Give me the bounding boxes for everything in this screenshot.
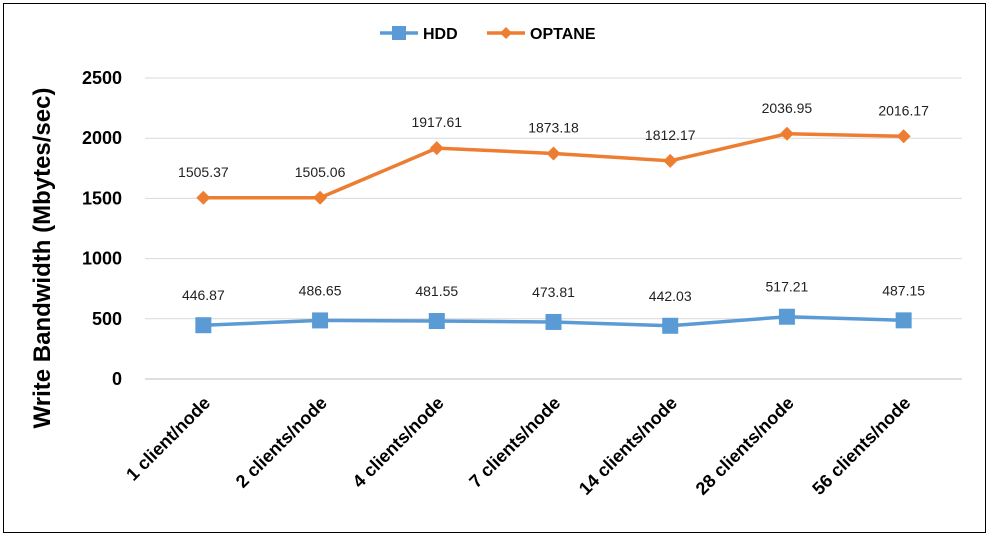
- y-tick-label: 1500: [82, 188, 122, 208]
- legend-item-optane: OPTANE: [487, 26, 596, 43]
- data-point-hdd: [312, 312, 329, 329]
- data-label-hdd: 442.03: [649, 288, 692, 304]
- x-tick-label: 1 client/node: [122, 393, 214, 485]
- data-label-optane: 1505.06: [295, 164, 346, 180]
- legend-label: HDD: [423, 26, 458, 43]
- data-labels: 446.87 486.65 481.55 473.81 442.03 517.21 487.…: [178, 100, 929, 304]
- y-axis-ticks: 0 500 1000 1500 2000 2500: [82, 68, 122, 389]
- data-point-hdd: [545, 313, 562, 330]
- legend-marker-diamond: [500, 27, 512, 39]
- data-point-hdd: [662, 317, 679, 334]
- data-label-optane: 1812.17: [645, 127, 696, 143]
- data-point-hdd: [428, 313, 445, 330]
- data-label-hdd: 486.65: [299, 282, 342, 298]
- data-label-hdd: 481.55: [415, 283, 458, 299]
- data-point-optane: [896, 129, 911, 144]
- data-point-optane: [313, 190, 328, 205]
- data-point-hdd: [778, 308, 795, 325]
- y-tick-label: 0: [112, 369, 122, 389]
- legend-item-hdd: HDD: [380, 26, 458, 43]
- x-tick-label: 56 clients/node: [808, 393, 914, 499]
- x-tick-label: 28 clients/node: [692, 393, 798, 499]
- data-label-optane: 1873.18: [528, 119, 579, 135]
- data-point-optane: [663, 153, 678, 168]
- x-tick-label: 14 clients/node: [575, 393, 681, 499]
- legend-label: OPTANE: [530, 26, 596, 43]
- chart-frame: [3, 3, 986, 533]
- data-label-hdd: 473.81: [532, 284, 575, 300]
- data-label-hdd: 517.21: [766, 279, 809, 295]
- legend-marker-square: [392, 26, 406, 40]
- data-point-optane: [196, 190, 211, 205]
- series-layer: [195, 126, 912, 334]
- legend: HDD OPTANE: [380, 26, 596, 43]
- data-point-optane: [546, 146, 561, 161]
- x-tick-label: 2 clients/node: [232, 393, 331, 492]
- y-tick-label: 1000: [82, 249, 122, 269]
- data-label-optane: 1917.61: [411, 114, 462, 130]
- x-tick-label: 4 clients/node: [349, 393, 448, 492]
- data-label-hdd: 446.87: [182, 287, 225, 303]
- data-label-optane: 2016.17: [878, 102, 929, 118]
- y-axis-title: Write Bandwidth (Mbytes/sec): [29, 88, 56, 429]
- data-label-optane: 2036.95: [762, 100, 813, 116]
- data-label-hdd: 487.15: [882, 282, 925, 298]
- data-label-optane: 1505.37: [178, 164, 229, 180]
- y-tick-label: 500: [92, 309, 122, 329]
- data-point-optane: [779, 126, 794, 141]
- y-tick-label: 2500: [82, 68, 122, 88]
- data-point-hdd: [895, 312, 912, 329]
- data-point-hdd: [195, 317, 212, 334]
- x-tick-label: 7 clients/node: [465, 393, 564, 492]
- y-tick-label: 2000: [82, 128, 122, 148]
- data-point-optane: [429, 141, 444, 156]
- x-axis-ticks: 1 client/node 2 clients/node 4 clients/nod…: [122, 393, 914, 499]
